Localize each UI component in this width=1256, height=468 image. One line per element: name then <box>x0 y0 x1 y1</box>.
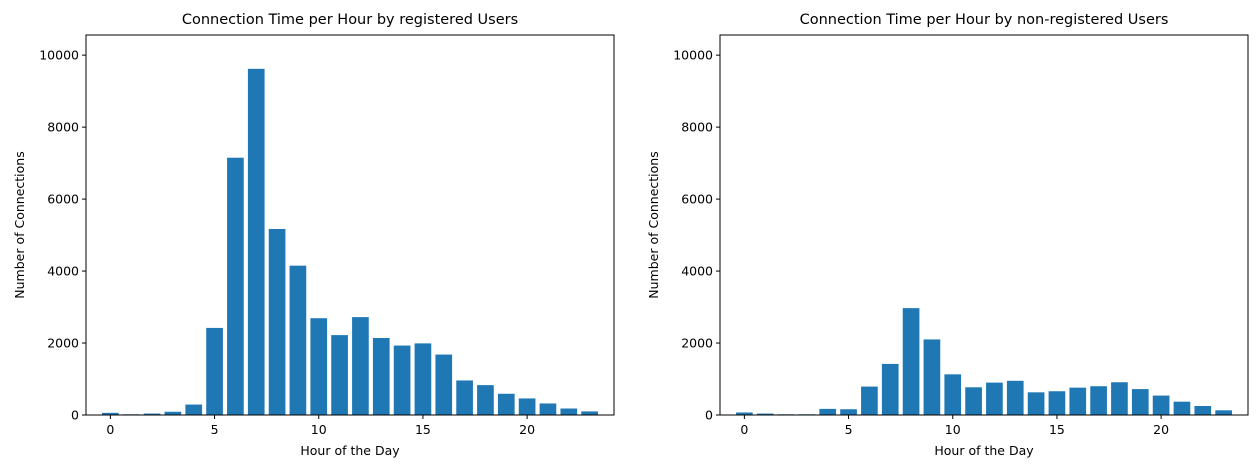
bar-non-registered-hour-15 <box>1048 391 1066 415</box>
y-tick-label: 2000 <box>681 336 713 351</box>
bar-registered-hour-10 <box>310 318 328 415</box>
x-ticks-non-registered: 0 5 10 15 20 <box>740 415 1169 437</box>
chart-title-registered: Connection Time per Hour by registered U… <box>182 12 518 28</box>
x-tick-label: 10 <box>311 422 327 437</box>
bar-registered-hour-9 <box>289 265 307 415</box>
bar-non-registered-hour-21 <box>1173 401 1191 415</box>
bar-non-registered-hour-7 <box>881 363 899 415</box>
x-tick-label: 5 <box>845 422 853 437</box>
bar-registered-hour-2 <box>143 413 161 415</box>
y-tick-label: 4000 <box>47 264 79 279</box>
x-tick-label: 10 <box>945 422 961 437</box>
x-ticks-registered: 0 5 10 15 20 <box>106 415 535 437</box>
x-tick-label: 0 <box>740 422 748 437</box>
y-axis-label-registered: Number of Connections <box>12 151 27 298</box>
y-ticks-registered: 0 2000 4000 6000 8000 10000 <box>39 48 86 423</box>
x-tick-label: 15 <box>415 422 431 437</box>
bar-registered-hour-12 <box>352 317 369 415</box>
y-tick-label: 10000 <box>39 48 79 63</box>
bar-non-registered-hour-11 <box>965 387 982 415</box>
bar-non-registered-hour-4 <box>819 408 837 415</box>
bar-non-registered-hour-12 <box>986 382 1003 415</box>
bar-non-registered-hour-23 <box>1215 410 1232 415</box>
y-axis-label-non-registered: Number of Connections <box>646 151 661 298</box>
bar-non-registered-hour-6 <box>861 386 878 415</box>
bar-registered-hour-22 <box>560 408 578 415</box>
bar-non-registered-hour-20 <box>1152 395 1170 415</box>
bar-non-registered-hour-5 <box>840 409 857 415</box>
y-tick-label: 6000 <box>681 192 713 207</box>
bar-non-registered-hour-0 <box>736 412 753 415</box>
plot-frame-registered <box>85 34 615 416</box>
x-tick-label: 0 <box>106 422 114 437</box>
bar-non-registered-hour-16 <box>1069 387 1087 415</box>
bar-non-registered-hour-19 <box>1131 389 1149 415</box>
bar-registered-hour-13 <box>372 337 390 415</box>
y-tick-label: 0 <box>71 408 79 423</box>
bars-registered <box>102 68 598 415</box>
y-tick-label: 2000 <box>47 336 79 351</box>
chart-non-registered-users: 0 5 10 15 20 0 2000 4000 6000 8000 10000 Connecti… <box>646 12 1249 458</box>
y-tick-label: 8000 <box>681 120 713 135</box>
bar-registered-hour-15 <box>414 343 432 415</box>
x-axis-label-non-registered: Hour of the Day <box>934 443 1034 458</box>
bar-non-registered-hour-1 <box>756 413 774 415</box>
bar-registered-hour-18 <box>477 385 494 415</box>
x-tick-label: 5 <box>211 422 219 437</box>
x-tick-label: 20 <box>519 422 535 437</box>
y-tick-label: 10000 <box>673 48 713 63</box>
bar-registered-hour-7 <box>247 68 265 415</box>
bar-registered-hour-17 <box>456 380 473 415</box>
bar-non-registered-hour-14 <box>1027 392 1045 415</box>
bars-non-registered <box>736 308 1232 416</box>
bar-non-registered-hour-22 <box>1194 406 1212 415</box>
y-tick-label: 0 <box>705 408 713 423</box>
bar-registered-hour-23 <box>581 411 598 415</box>
bar-non-registered-hour-8 <box>902 308 920 416</box>
plot-frame-non-registered <box>719 34 1249 416</box>
bar-registered-hour-21 <box>539 403 557 415</box>
bar-registered-hour-3 <box>164 411 182 415</box>
bar-registered-hour-19 <box>497 393 515 415</box>
bar-registered-hour-16 <box>435 354 453 415</box>
bar-registered-hour-6 <box>227 157 244 415</box>
x-tick-label: 15 <box>1049 422 1065 437</box>
x-tick-label: 20 <box>1153 422 1169 437</box>
bar-non-registered-hour-9 <box>923 339 941 415</box>
x-axis-label-registered: Hour of the Day <box>300 443 400 458</box>
y-ticks-non-registered: 0 2000 4000 6000 8000 10000 <box>673 48 720 423</box>
bar-non-registered-hour-10 <box>944 374 962 415</box>
bar-registered-hour-5 <box>206 327 223 415</box>
bar-registered-hour-0 <box>102 412 119 415</box>
bar-non-registered-hour-18 <box>1111 382 1128 415</box>
y-tick-label: 4000 <box>681 264 713 279</box>
y-tick-label: 8000 <box>47 120 79 135</box>
y-tick-label: 6000 <box>47 192 79 207</box>
bar-registered-hour-4 <box>185 404 203 415</box>
bar-registered-hour-11 <box>331 335 348 415</box>
bar-registered-hour-20 <box>518 398 536 415</box>
bar-registered-hour-8 <box>268 228 286 415</box>
bar-registered-hour-14 <box>393 345 411 415</box>
bar-non-registered-hour-13 <box>1006 380 1024 415</box>
chart-registered-users: 0 5 10 15 20 0 2000 4000 6000 8000 10000 Connecti… <box>12 12 615 458</box>
chart-title-non-registered: Connection Time per Hour by non-register… <box>800 12 1169 28</box>
bar-non-registered-hour-17 <box>1090 386 1107 415</box>
